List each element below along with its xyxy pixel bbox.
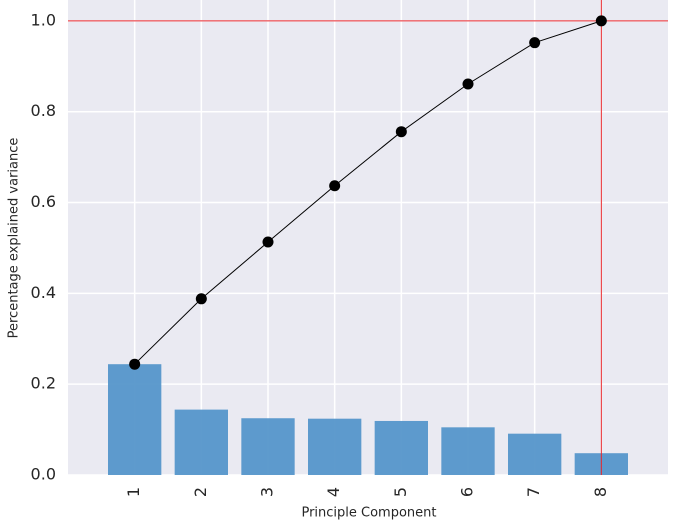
x-tick-label: 8 (591, 487, 610, 497)
x-tick-label: 3 (258, 487, 277, 497)
x-tick-label: 4 (324, 487, 343, 497)
y-tick-label: 1.0 (31, 10, 56, 29)
x-tick-label: 1 (124, 487, 143, 497)
x-tick-label: 6 (458, 487, 477, 497)
bar (108, 364, 162, 475)
x-axis-label: Principle Component (301, 506, 436, 521)
y-tick-label: 0.2 (31, 374, 56, 393)
y-tick-label: 0.6 (31, 192, 56, 211)
point (329, 180, 341, 192)
x-tick-label: 5 (391, 487, 410, 497)
x-tick-label: 2 (191, 487, 210, 497)
bar (374, 420, 428, 475)
line (134, 20, 602, 365)
point (129, 358, 141, 370)
point (462, 78, 474, 90)
point (529, 37, 541, 49)
bar (308, 418, 362, 475)
point (195, 293, 207, 305)
point (395, 126, 407, 138)
point (262, 236, 274, 248)
y-tick-label: 0.4 (31, 283, 56, 302)
y-axis-label: Percentage explained variance (7, 138, 22, 339)
x-tick-label: 7 (524, 487, 543, 497)
bar (441, 427, 495, 475)
bar (508, 433, 562, 475)
marks (68, 0, 668, 475)
plot-area (68, 0, 668, 475)
y-tick-label: 0.8 (31, 101, 56, 120)
point (595, 15, 607, 27)
bar (241, 418, 295, 475)
y-tick-label: 0.0 (31, 465, 56, 484)
bar (174, 409, 228, 475)
